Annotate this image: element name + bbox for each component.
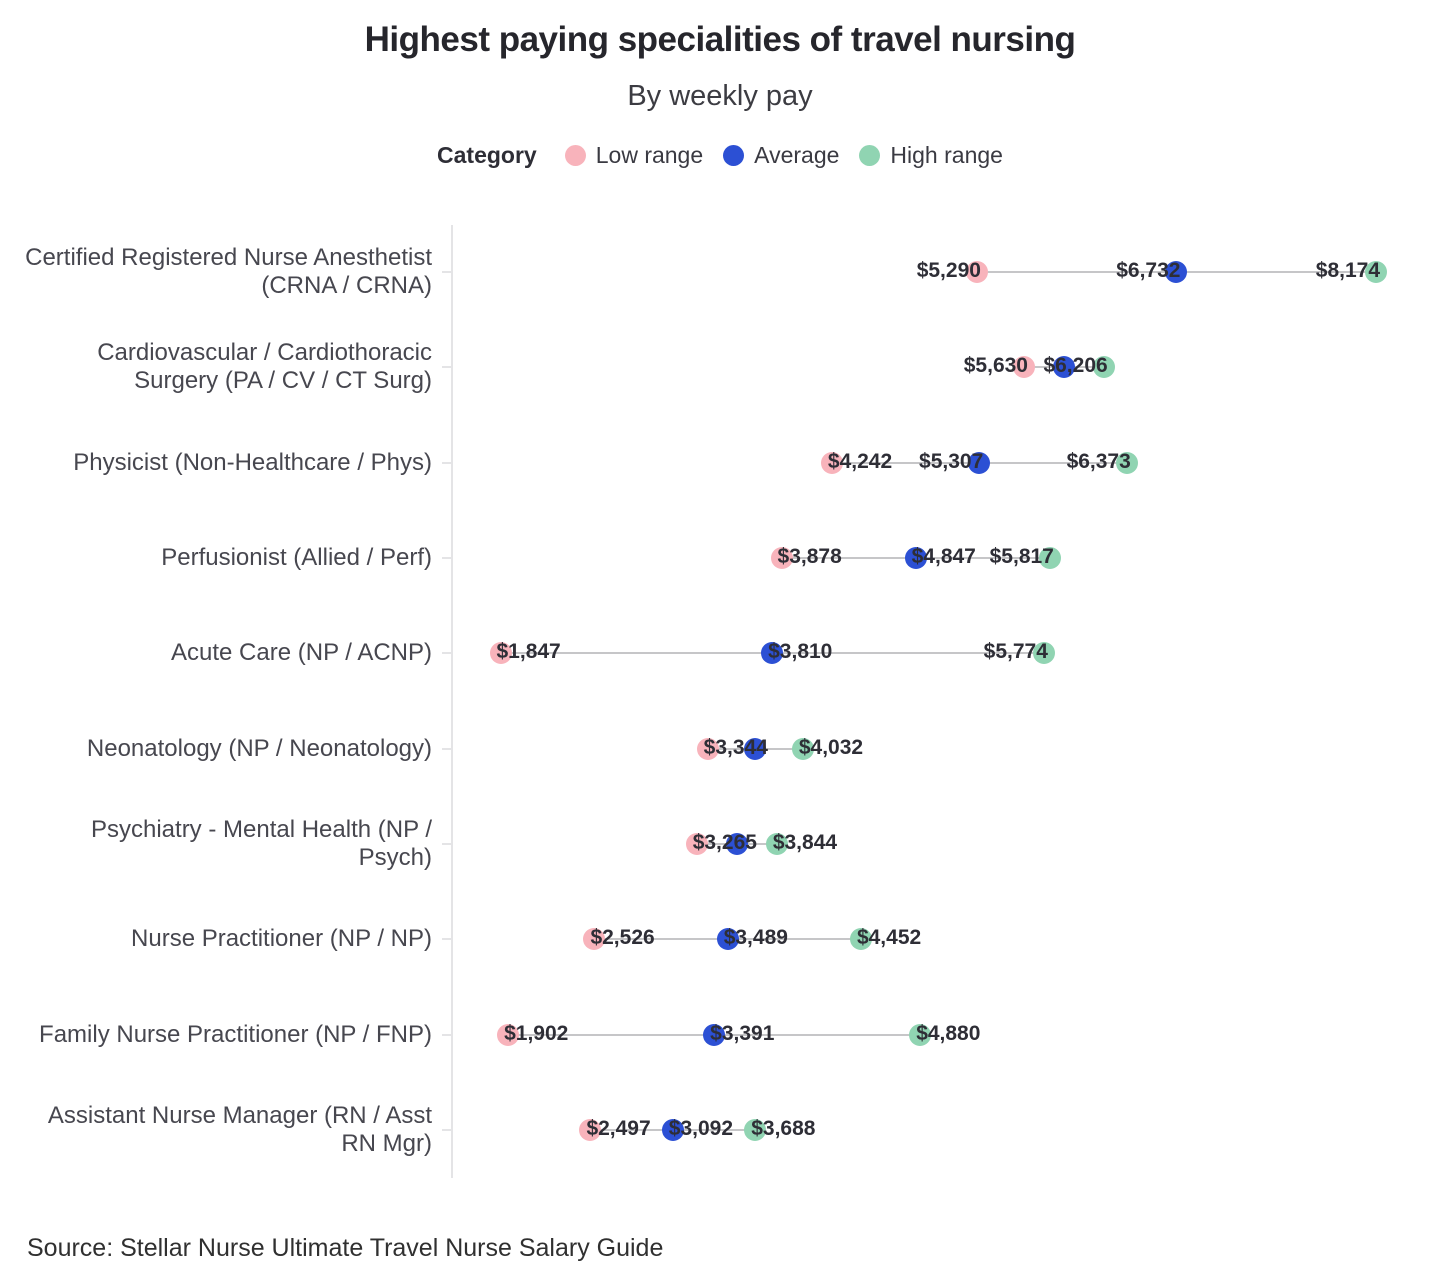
high-dot: [791, 737, 814, 760]
low-dot: [685, 832, 708, 855]
average-value-label: $6,732: [1116, 259, 1181, 282]
row-label: Assistant Nurse Manager (RN / Asst RN Mg…: [47, 1101, 432, 1157]
plot-area: Certified Registered Nurse Anesthetist (…: [0, 225, 1440, 1178]
high-dot: [1092, 356, 1115, 379]
high-dot: [1115, 451, 1138, 474]
row-label: Certified Registered Nurse Anesthetist (…: [25, 244, 432, 299]
y-axis-line: [451, 225, 453, 1178]
chart-subtitle: By weekly pay: [627, 80, 813, 112]
average-dot: [1052, 356, 1075, 379]
row-label: Psychiatry - Mental Health (NP / Psych): [90, 815, 432, 871]
row-label: Physicist (Non-Healthcare / Phys): [73, 448, 432, 476]
source-note: Source: Stellar Nurse Ultimate Travel Nu…: [27, 1234, 664, 1262]
high-dot: [1038, 546, 1061, 569]
average-value-label: $3,391: [710, 1021, 775, 1045]
low-dot: [489, 642, 512, 665]
row-label: Acute Care (NP / ACNP): [171, 639, 432, 667]
axis-tick: [442, 938, 453, 941]
high-dot: [765, 832, 788, 855]
legend-title: Category: [437, 142, 537, 168]
low-dot: [1012, 356, 1035, 379]
average-dot: [761, 642, 784, 665]
low-dot: [965, 261, 988, 283]
row-label: Nurse Practitioner (NP / NP): [131, 925, 432, 953]
high-dot: [744, 1118, 767, 1141]
axis-tick: [442, 652, 453, 655]
low-dot: [497, 1023, 520, 1046]
low-dot: [579, 1118, 602, 1141]
axis-tick: [442, 1033, 453, 1036]
legend-swatch-average-icon: [723, 145, 745, 166]
chart-title: Highest paying specialities of travel nu…: [364, 20, 1076, 59]
axis-tick: [442, 461, 453, 464]
axis-tick: [442, 747, 453, 750]
low-value-label: $5,630: [963, 354, 1028, 378]
axis-tick: [442, 1128, 453, 1131]
chart-legend: Category Low range Average High range: [0, 142, 1440, 169]
row-label: Family Nurse Practitioner (NP / FNP): [39, 1020, 432, 1048]
legend-item-average: Average: [754, 142, 840, 168]
low-value-label: $5,290: [916, 259, 981, 282]
average-value-label: $5,307: [919, 449, 984, 473]
low-dot: [583, 928, 606, 951]
high-value-label: $3,688: [751, 1116, 816, 1140]
high-value-label: $6,206: [1043, 354, 1108, 378]
high-value-label: $5,774: [983, 640, 1048, 664]
average-value-label: $4,847: [911, 544, 976, 568]
high-dot: [849, 928, 872, 951]
high-dot: [1365, 261, 1387, 283]
low-value-label: $1,847: [496, 640, 561, 664]
low-value-label: $3,265: [692, 830, 757, 854]
low-value-label: $1,902: [504, 1021, 569, 1045]
low-value-label: $3,878: [777, 544, 842, 568]
high-dot: [1032, 642, 1055, 665]
low-dot: [696, 737, 719, 760]
high-value-label: $3,844: [772, 830, 838, 854]
high-value-label: $4,452: [856, 926, 922, 950]
average-dot: [1165, 261, 1188, 283]
legend-swatch-low-icon: [564, 145, 586, 166]
legend-swatch-high-icon: [859, 145, 881, 166]
average-dot: [904, 546, 927, 569]
average-dot: [744, 737, 767, 760]
legend-item-low: Low range: [595, 142, 704, 168]
axis-tick: [442, 366, 453, 369]
row-label: Perfusionist (Allied / Perf): [161, 543, 432, 571]
average-dot: [968, 451, 991, 474]
row-label: Cardiovascular / Cardiothoracic Surgery …: [97, 339, 432, 395]
axis-tick: [442, 556, 453, 559]
low-value-label: $4,242: [827, 449, 893, 473]
average-value-label: $3,810: [768, 640, 833, 664]
low-value-label: $2,497: [586, 1116, 651, 1140]
low-dot: [820, 451, 843, 474]
low-value-label: $2,526: [590, 926, 655, 950]
axis-tick: [442, 842, 453, 845]
average-value-label: $3,489: [723, 926, 788, 950]
high-value-label: $4,880: [916, 1021, 981, 1045]
row-label: Neonatology (NP / Neonatology): [86, 734, 432, 762]
average-dot: [703, 1023, 726, 1046]
low-value-label: $3,344: [703, 735, 768, 759]
average-dot: [661, 1118, 684, 1141]
high-dot: [909, 1023, 932, 1046]
average-value-label: $3,092: [668, 1116, 733, 1140]
high-value-label: $4,032: [798, 735, 864, 759]
axis-tick: [442, 271, 453, 273]
high-value-label: $8,174: [1315, 259, 1380, 282]
high-value-label: $5,817: [989, 544, 1054, 568]
low-dot: [770, 546, 793, 569]
average-dot: [716, 928, 739, 951]
high-value-label: $6,373: [1066, 449, 1131, 473]
average-dot: [725, 832, 748, 855]
legend-item-high: High range: [890, 142, 1003, 168]
